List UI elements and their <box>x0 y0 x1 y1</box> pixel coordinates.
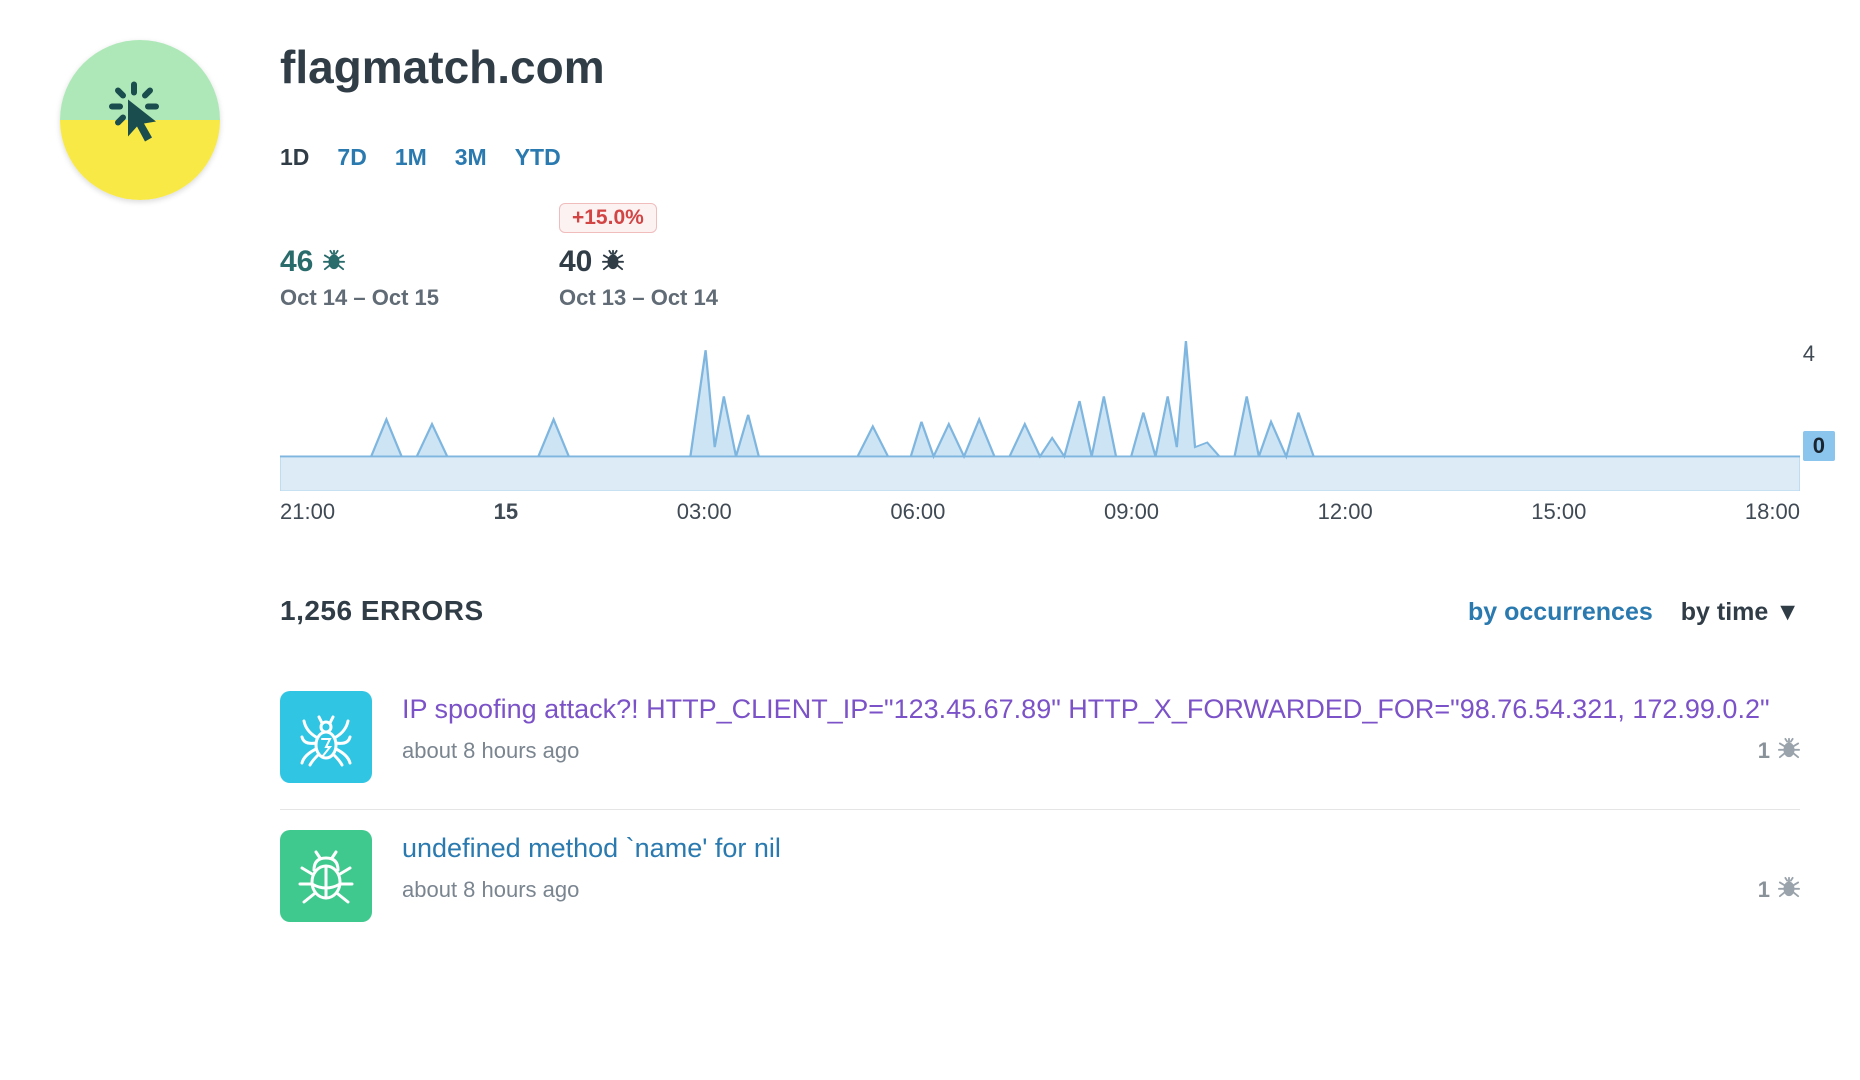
bug-icon <box>1778 876 1800 904</box>
range-tab-ytd[interactable]: YTD <box>515 144 561 171</box>
chart-y-max: 4 <box>1803 341 1835 367</box>
chart-x-tick: 15 <box>494 499 518 525</box>
chart-x-tick: 09:00 <box>1104 499 1159 525</box>
error-time: about 8 hours ago <box>402 877 579 903</box>
chart-x-tick: 21:00 <box>280 499 335 525</box>
cursor-icon <box>104 82 164 152</box>
range-tab-1m[interactable]: 1M <box>395 144 427 171</box>
stat-delta: +15.0% <box>559 203 657 233</box>
errors-list: IP spoofing attack?! HTTP_CLIENT_IP="123… <box>280 671 1800 948</box>
stat-value: 46 <box>280 245 439 279</box>
site-logo <box>60 40 220 200</box>
error-time: about 8 hours ago <box>402 738 579 764</box>
errors-title: 1,256 ERRORS <box>280 595 484 627</box>
bug-icon <box>1778 737 1800 765</box>
error-type-icon <box>280 691 372 783</box>
error-row: undefined method `name' for nil about 8 h… <box>280 810 1800 948</box>
chart-y-zero: 0 <box>1803 431 1835 461</box>
chart-x-tick: 15:00 <box>1531 499 1586 525</box>
stat-range: Oct 14 – Oct 15 <box>280 285 439 311</box>
error-type-icon <box>280 830 372 922</box>
stat-1: +15.0% 40 Oct 13 – Oct 14 <box>559 203 718 311</box>
range-tab-3m[interactable]: 3M <box>455 144 487 171</box>
error-count: 1 <box>1758 737 1800 765</box>
site-title: flagmatch.com <box>280 40 1800 94</box>
error-row: IP spoofing attack?! HTTP_CLIENT_IP="123… <box>280 671 1800 810</box>
range-tabs: 1D 7D 1M 3M YTD <box>280 144 1800 171</box>
stat-value: 40 <box>559 245 718 279</box>
sort-controls: by occurrences by time ▼ <box>1468 598 1800 627</box>
stats-row: +0%46 Oct 14 – Oct 15 +15.0% 40 Oct 13 – O… <box>280 203 1800 311</box>
range-tab-7d[interactable]: 7D <box>337 144 366 171</box>
error-chart: 4 0 21:001503:0006:0009:0012:0015:0018:0… <box>280 341 1800 525</box>
chart-y-labels: 4 0 <box>1803 341 1835 461</box>
chart-x-tick: 06:00 <box>890 499 945 525</box>
sort-by-time[interactable]: by time ▼ <box>1681 598 1800 627</box>
sort-by-occurrences[interactable]: by occurrences <box>1468 598 1653 627</box>
chart-x-tick: 12:00 <box>1318 499 1373 525</box>
chart-x-tick: 18:00 <box>1745 499 1800 525</box>
chart-x-labels: 21:00 15 03:00 06:00 09:00 12:00 15:00 18:00 <box>280 491 1800 525</box>
range-tab-1d[interactable]: 1D <box>280 144 309 171</box>
chart-x-tick: 03:00 <box>677 499 732 525</box>
bug-icon <box>323 245 345 279</box>
stat-range: Oct 13 – Oct 14 <box>559 285 718 311</box>
bug-icon <box>602 245 624 279</box>
error-count: 1 <box>1758 876 1800 904</box>
error-message[interactable]: IP spoofing attack?! HTTP_CLIENT_IP="123… <box>402 691 1800 727</box>
stat-0: +0%46 Oct 14 – Oct 15 <box>280 203 439 311</box>
errors-header: 1,256 ERRORS by occurrences by time ▼ <box>280 595 1800 627</box>
error-message[interactable]: undefined method `name' for nil <box>402 830 1800 866</box>
